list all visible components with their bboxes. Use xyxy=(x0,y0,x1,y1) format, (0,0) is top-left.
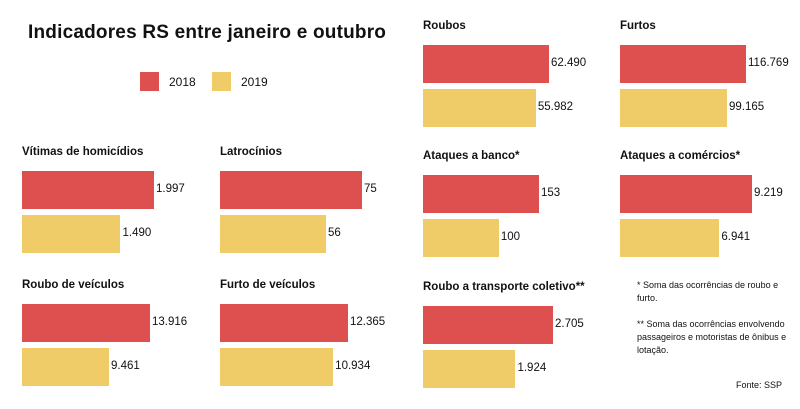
legend-swatch-2018 xyxy=(140,72,159,91)
source-note: Fonte: SSP xyxy=(735,380,782,390)
bar-2019 xyxy=(423,350,516,388)
bar-2018 xyxy=(220,171,362,209)
bar-value-label: 153 xyxy=(541,187,561,199)
bar-value-label: 9.461 xyxy=(111,360,140,372)
footnote-2: ** Soma das ocorrências envolvendo passa… xyxy=(637,319,787,355)
bar-2019 xyxy=(220,348,334,386)
bar-value-label: 1.997 xyxy=(156,183,185,195)
bar-value-label: 56 xyxy=(328,227,341,239)
panel-title: Furto de veículos xyxy=(220,279,316,291)
bar-2019 xyxy=(423,219,499,257)
panel-title: Vítimas de homicídios xyxy=(22,146,144,158)
panel-title: Roubos xyxy=(423,20,466,32)
bar-2019 xyxy=(620,89,727,127)
bar-value-label: 12.365 xyxy=(350,316,386,328)
footnote-1: * Soma das ocorrências de roubo e furto. xyxy=(637,280,779,303)
panel-title: Ataques a banco* xyxy=(423,150,520,162)
bar-value-label: 116.769 xyxy=(748,57,789,69)
chart-panel: Roubo a transporte coletivo** 2.705 1.924 xyxy=(423,281,593,401)
chart-panel: Furtos 116.769 99.165 xyxy=(620,20,790,140)
bar-value-label: 1.924 xyxy=(517,362,547,374)
bar-2018 xyxy=(220,304,348,342)
chart-title: Indicadores RS entre janeiro e outubro xyxy=(28,22,387,43)
bar-2018 xyxy=(22,304,150,342)
bar-2018 xyxy=(620,175,752,213)
bar-value-label: 100 xyxy=(500,231,520,243)
bar-value-label: 75 xyxy=(364,183,377,195)
bar-2019 xyxy=(22,215,121,253)
panel-title: Latrocínios xyxy=(220,146,282,158)
footnotes: * Soma das ocorrências de roubo e furto.… xyxy=(637,279,797,370)
bar-2018 xyxy=(423,45,549,83)
panel-title: Ataques a comércios* xyxy=(620,150,741,162)
bar-value-label: 99.165 xyxy=(729,101,765,113)
legend-item-2019: 2019 xyxy=(212,72,268,91)
legend-item-2018: 2018 xyxy=(140,72,196,91)
bar-value-label: 6.941 xyxy=(721,231,751,243)
bar-2018 xyxy=(423,175,539,213)
bar-value-label: 2.705 xyxy=(555,318,584,330)
bar-value-label: 10.934 xyxy=(335,360,371,372)
bar-value-label: 62.490 xyxy=(551,57,587,69)
legend-swatch-2019 xyxy=(212,72,231,91)
bar-2019 xyxy=(22,348,110,386)
bar-2018 xyxy=(423,306,553,344)
chart-panel: Ataques a banco* 153 100 xyxy=(423,150,593,270)
bar-2018 xyxy=(22,171,154,209)
bar-2019 xyxy=(423,89,536,127)
chart-panel: Furto de veículos 12.365 10.934 xyxy=(220,279,390,399)
chart-panel: Roubos 62.490 55.982 xyxy=(423,20,593,140)
chart-panel: Roubo de veículos 13.916 9.461 xyxy=(22,279,192,399)
bar-value-label: 9.219 xyxy=(754,187,783,199)
bar-2019 xyxy=(220,215,327,253)
bar-2019 xyxy=(620,219,720,257)
bar-value-label: 13.916 xyxy=(152,316,188,328)
chart-panel: Vítimas de homicídios 1.997 1.490 xyxy=(22,146,192,266)
bar-value-label: 55.982 xyxy=(537,101,574,113)
bar-value-label: 1.490 xyxy=(122,227,152,239)
panel-title: Furtos xyxy=(620,20,656,32)
chart-panel: Ataques a comércios* 9.219 6.941 xyxy=(620,150,790,270)
panel-title: Roubo a transporte coletivo** xyxy=(423,281,585,293)
legend-label-2018: 2018 xyxy=(169,74,196,89)
panel-title: Roubo de veículos xyxy=(22,279,125,291)
bar-2018 xyxy=(620,45,746,83)
chart-panel: Latrocínios 75 56 xyxy=(220,146,390,266)
legend-label-2019: 2019 xyxy=(241,74,268,89)
